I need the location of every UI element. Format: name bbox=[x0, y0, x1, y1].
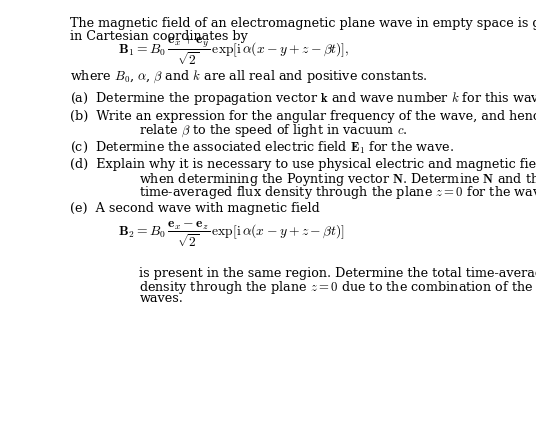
Text: relate $\beta$ to the speed of light in vacuum $c$.: relate $\beta$ to the speed of light in … bbox=[139, 123, 408, 139]
Text: The magnetic field of an electromagnetic plane wave in empty space is given: The magnetic field of an electromagnetic… bbox=[70, 17, 536, 30]
Text: (c)  Determine the associated electric field $\mathbf{E}_1$ for the wave.: (c) Determine the associated electric fi… bbox=[70, 140, 453, 155]
Text: density through the plane $z = 0$ due to the combination of the two: density through the plane $z = 0$ due to… bbox=[139, 280, 536, 297]
Text: waves.: waves. bbox=[139, 292, 183, 305]
Text: $\mathbf{B}_2 = B_0\,\dfrac{\mathbf{e}_x - \mathbf{e}_z}{\sqrt{2}}\,\exp[\mathrm: $\mathbf{B}_2 = B_0\,\dfrac{\mathbf{e}_x… bbox=[118, 220, 345, 249]
Text: (b)  Write an expression for the angular frequency of the wave, and hence: (b) Write an expression for the angular … bbox=[70, 110, 536, 123]
Text: $\mathbf{B}_1 = B_0\,\dfrac{\mathbf{e}_x + \mathbf{e}_y}{\sqrt{2}}\,\exp[\mathrm: $\mathbf{B}_1 = B_0\,\dfrac{\mathbf{e}_x… bbox=[118, 34, 349, 67]
Text: (d)  Explain why it is necessary to use physical electric and magnetic fields: (d) Explain why it is necessary to use p… bbox=[70, 158, 536, 171]
Text: where $B_0$, $\alpha$, $\beta$ and $k$ are all real and positive constants.: where $B_0$, $\alpha$, $\beta$ and $k$ a… bbox=[70, 69, 427, 85]
Text: (e)  A second wave with magnetic field: (e) A second wave with magnetic field bbox=[70, 202, 319, 215]
Text: in Cartesian coordinates by: in Cartesian coordinates by bbox=[70, 30, 248, 43]
Text: time-averaged flux density through the plane $z = 0$ for the wave.: time-averaged flux density through the p… bbox=[139, 184, 536, 201]
Text: is present in the same region. Determine the total time-averaged flux: is present in the same region. Determine… bbox=[139, 267, 536, 280]
Text: when determining the Poynting vector $\mathbf{N}$. Determine $\mathbf{N}$ and th: when determining the Poynting vector $\m… bbox=[139, 171, 536, 188]
Text: (a)  Determine the propagation vector $\bf{k}$ and wave number $k$ for this wave: (a) Determine the propagation vector $\b… bbox=[70, 90, 536, 108]
